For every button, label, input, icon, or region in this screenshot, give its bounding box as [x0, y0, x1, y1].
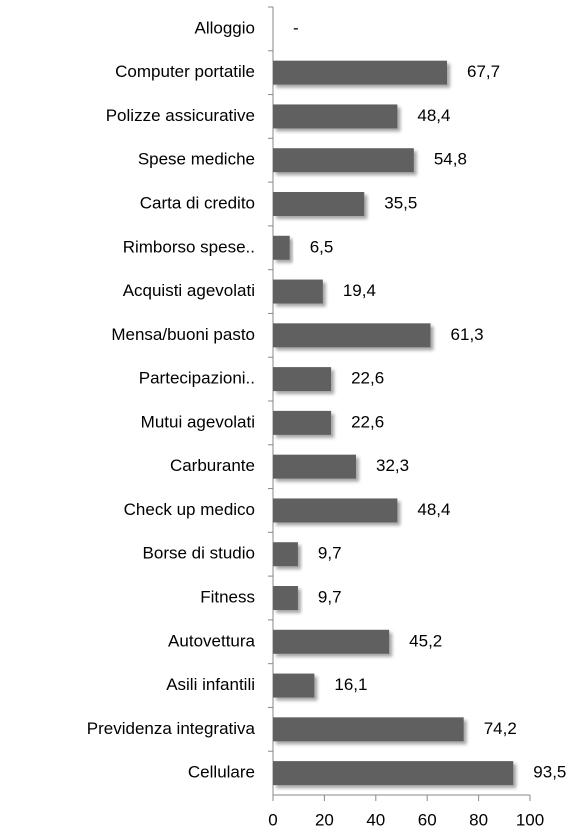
y-tick-label: Previdenza integrativa	[87, 719, 256, 738]
bar	[273, 367, 332, 392]
value-label: 48,4	[417, 500, 450, 519]
value-label: 54,8	[434, 150, 467, 169]
value-label: 32,3	[376, 456, 409, 475]
bar	[273, 323, 431, 348]
y-tick-label: Borse di studio	[143, 544, 255, 563]
y-tick-label: Mutui agevolati	[141, 412, 255, 431]
bar	[273, 717, 464, 742]
bar	[273, 192, 365, 216]
y-tick-label: Carburante	[170, 456, 255, 475]
bar	[273, 761, 514, 786]
y-tick-label: Partecipazioni..	[139, 369, 255, 388]
bar	[273, 410, 332, 435]
x-tick-label: 40	[366, 810, 385, 829]
value-label: 61,3	[451, 325, 484, 344]
x-tick-label: 100	[516, 810, 544, 829]
value-label: 19,4	[343, 281, 376, 300]
y-tick-label: Polizze assicurative	[106, 106, 255, 125]
bar	[273, 542, 298, 567]
bar	[273, 235, 290, 260]
value-label: 74,2	[484, 719, 517, 738]
y-tick-label: Acquisti agevolati	[123, 281, 255, 300]
y-tick-label: Check up medico	[124, 500, 255, 519]
x-tick-label: 0	[268, 810, 277, 829]
x-tick-label: 80	[469, 810, 488, 829]
bar	[273, 279, 323, 304]
bar	[273, 104, 398, 129]
y-tick-label: Asili infantili	[166, 675, 255, 694]
y-tick-label: Fitness	[200, 587, 255, 606]
y-tick-label: Spese mediche	[138, 150, 255, 169]
value-label: 16,1	[334, 675, 367, 694]
value-label: 93,5	[533, 763, 566, 782]
x-tick-label: 20	[315, 810, 334, 829]
value-label: 48,4	[417, 106, 450, 125]
bar	[273, 148, 414, 173]
y-tick-label: Alloggio	[195, 18, 256, 37]
value-label: -	[293, 18, 299, 37]
y-tick-label: Carta di credito	[140, 193, 255, 212]
y-tick-label: Cellulare	[188, 763, 255, 782]
value-label: 9,7	[318, 544, 342, 563]
y-tick-label: Mensa/buoni pasto	[111, 325, 255, 344]
value-label: 22,6	[351, 412, 384, 431]
bar	[273, 629, 390, 654]
x-tick-label: 60	[418, 810, 437, 829]
value-label: 45,2	[409, 631, 442, 650]
bar	[273, 454, 357, 479]
bar	[273, 586, 298, 610]
value-label: 35,5	[384, 193, 417, 212]
value-label: 6,5	[310, 237, 334, 256]
y-tick-label: Computer portatile	[115, 62, 255, 81]
y-tick-label: Autovettura	[168, 631, 255, 650]
bar	[273, 673, 315, 698]
value-label: 67,7	[467, 62, 500, 81]
value-label: 22,6	[351, 369, 384, 388]
bar	[273, 498, 398, 523]
y-tick-label: Rimborso spese..	[123, 237, 255, 256]
value-label: 9,7	[318, 587, 342, 606]
bar	[273, 60, 447, 85]
